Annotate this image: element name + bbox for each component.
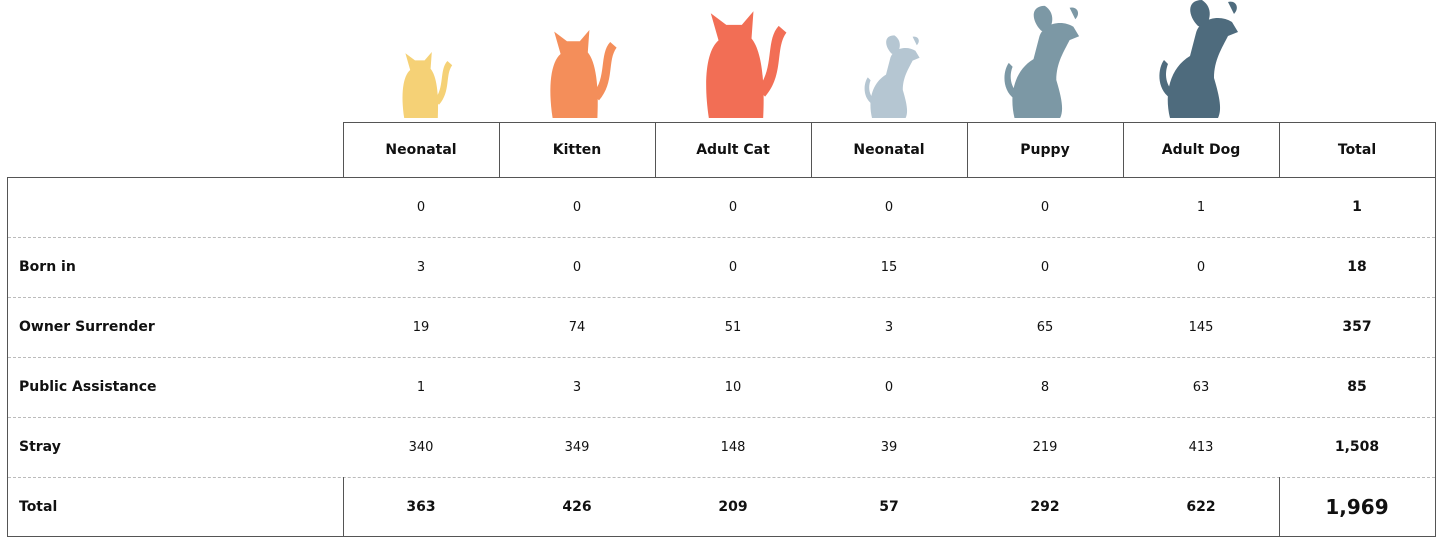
- cell: 0: [572, 199, 582, 215]
- cell: 363: [406, 499, 436, 515]
- cell: 145: [1188, 319, 1214, 335]
- cell: 1: [1196, 199, 1206, 215]
- icons: [402, 0, 1238, 119]
- border: [811, 122, 812, 177]
- cell: 0: [1196, 259, 1206, 275]
- cat-icon: [706, 11, 787, 119]
- cell: 1: [416, 379, 426, 395]
- cell: 3: [884, 319, 894, 335]
- cell: 0: [728, 199, 738, 215]
- row-divider: [8, 297, 1435, 298]
- cell: 1,508: [1334, 439, 1380, 455]
- cell: 0: [884, 379, 894, 395]
- cell: 0: [572, 259, 582, 275]
- cell: 357: [1342, 319, 1372, 335]
- cell: 0: [1040, 259, 1050, 275]
- border: [967, 122, 968, 177]
- border: [1279, 122, 1280, 177]
- cat-icon: [402, 51, 453, 118]
- cell: 349: [564, 439, 590, 455]
- border: [1435, 177, 1436, 537]
- cell: 3: [416, 259, 426, 275]
- column-header: Kitten: [552, 141, 602, 158]
- column-header: Neonatal: [385, 141, 457, 158]
- row-label: Owner Surrender: [19, 319, 155, 335]
- cell: 51: [724, 319, 742, 335]
- border: [655, 122, 656, 177]
- cell: 0: [416, 199, 426, 215]
- dog-icon: [1004, 5, 1080, 119]
- border: [1279, 477, 1280, 537]
- row-divider: [8, 477, 1435, 478]
- border: [7, 177, 1435, 178]
- column-header: Total: [1337, 141, 1377, 158]
- column-header: Puppy: [1020, 141, 1070, 158]
- cell: 1,969: [1325, 495, 1389, 519]
- row-label: Total: [19, 499, 58, 515]
- cell: 19: [412, 319, 430, 335]
- dog-icon: [864, 35, 920, 118]
- cell: 622: [1186, 499, 1216, 515]
- dog-icon: [1159, 0, 1238, 118]
- cell: 85: [1347, 379, 1367, 395]
- cell: 1: [1352, 199, 1362, 215]
- cell: 39: [880, 439, 898, 455]
- cell: 8: [1040, 379, 1050, 395]
- border: [1123, 122, 1124, 177]
- row-label: Public Assistance: [19, 379, 157, 395]
- cell: 74: [568, 319, 586, 335]
- cell: 219: [1032, 439, 1058, 455]
- border: [499, 122, 500, 177]
- cell: 426: [562, 499, 592, 515]
- row-divider: [8, 237, 1435, 238]
- border: [343, 122, 344, 177]
- row-label: Stray: [19, 439, 61, 455]
- column-header: Neonatal: [853, 141, 925, 158]
- cell: 0: [728, 259, 738, 275]
- border: [7, 177, 8, 537]
- cell: 0: [1040, 199, 1050, 215]
- row-divider: [8, 357, 1435, 358]
- cell: 3: [572, 379, 582, 395]
- border: [343, 477, 344, 537]
- cell: 209: [718, 499, 748, 515]
- cell: 63: [1192, 379, 1210, 395]
- column-header: Adult Dog: [1161, 141, 1241, 158]
- border: [1435, 122, 1436, 177]
- cell: 15: [880, 259, 898, 275]
- cell: 292: [1030, 499, 1060, 515]
- cell: 413: [1188, 439, 1214, 455]
- cell: 18: [1347, 259, 1367, 275]
- cat-icon: [550, 29, 617, 118]
- cell: 10: [724, 379, 742, 395]
- border: [343, 122, 1435, 123]
- cell: 148: [720, 439, 746, 455]
- cell: 57: [879, 499, 899, 515]
- row-label: Born in: [19, 259, 76, 275]
- cell: 340: [408, 439, 434, 455]
- column-header: Adult Cat: [696, 141, 770, 158]
- cell: 0: [884, 199, 894, 215]
- cell: 65: [1036, 319, 1054, 335]
- row-divider: [8, 417, 1435, 418]
